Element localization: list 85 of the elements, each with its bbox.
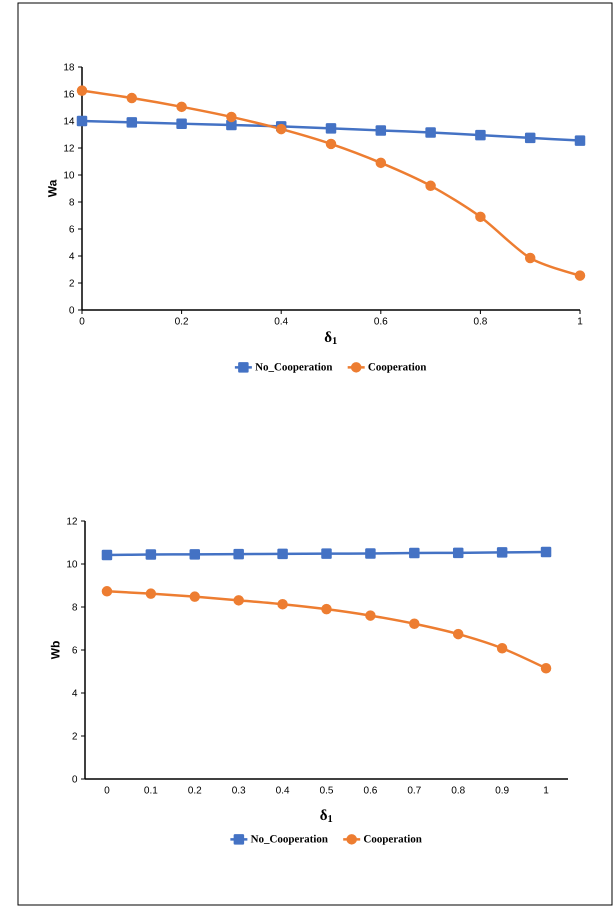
point <box>176 102 187 112</box>
point <box>365 548 376 559</box>
x-axis-title: δ$_{1}$ <box>320 809 332 822</box>
point <box>524 132 536 144</box>
point <box>321 548 332 559</box>
y-tick-label: 6 <box>69 225 74 233</box>
y-tick-label: 10 <box>67 560 78 568</box>
point <box>233 548 244 560</box>
x-tick-label: 0 <box>80 318 84 325</box>
point <box>76 116 88 126</box>
x-tick-label: 0.6 <box>374 318 388 325</box>
x-tick-label: 0.8 <box>474 318 487 325</box>
y-tick-label: 4 <box>69 252 74 260</box>
point <box>409 548 420 558</box>
point <box>496 643 508 654</box>
point <box>574 270 586 281</box>
point <box>233 595 244 606</box>
x-tick-label: 0.7 <box>408 786 421 794</box>
x-tick-label: 0.2 <box>175 318 188 325</box>
point <box>574 135 586 146</box>
y-tick-label: 8 <box>72 603 78 611</box>
x-tick-label: 0.4 <box>276 786 290 794</box>
legend-label: No_Cooperation <box>250 834 328 845</box>
point <box>425 180 436 192</box>
point <box>475 130 486 140</box>
point <box>496 547 508 558</box>
point <box>102 586 112 597</box>
point <box>475 212 486 222</box>
x-tick-label: 1 <box>544 786 548 794</box>
y-tick-label: 0 <box>72 775 78 783</box>
point <box>524 252 536 264</box>
point <box>146 588 156 599</box>
x-tick-label: 0.9 <box>496 786 509 794</box>
y-tick-label: 10 <box>64 171 74 179</box>
x-tick-label: 0.8 <box>452 786 465 794</box>
x-tick-label: 0.6 <box>364 786 377 794</box>
y-tick-label: 6 <box>72 646 78 654</box>
x-tick-label: 0.1 <box>144 786 158 794</box>
y-axis-title: Wb <box>50 641 60 660</box>
y-tick-label: 0 <box>69 306 74 314</box>
point <box>425 127 436 138</box>
point <box>321 604 332 614</box>
y-tick-label: 14 <box>64 118 74 124</box>
point <box>326 123 336 134</box>
legend-label: No_Cooperation <box>255 362 332 373</box>
point <box>540 546 552 558</box>
point <box>452 628 464 640</box>
y-tick-label: 4 <box>72 690 78 696</box>
x-tick-label: 0.4 <box>274 318 288 325</box>
y-tick-label: 2 <box>69 280 74 286</box>
point <box>76 85 88 96</box>
point <box>176 118 187 129</box>
point <box>409 618 420 630</box>
x-tick-label: 0.2 <box>188 786 202 794</box>
legend-label: Cooperation <box>368 362 426 373</box>
point <box>190 549 200 560</box>
y-tick-label: 12 <box>64 144 74 152</box>
x-tick-label: 0 <box>104 786 110 794</box>
point <box>126 92 138 104</box>
point <box>277 598 288 610</box>
point <box>540 663 552 674</box>
point <box>190 591 200 602</box>
point <box>226 112 237 122</box>
y-tick-label: 18 <box>64 63 74 71</box>
point <box>365 610 376 621</box>
x-tick-label: 0.5 <box>320 786 334 794</box>
point <box>277 548 288 560</box>
y-axis-title: Wa <box>48 180 57 198</box>
point <box>452 548 464 558</box>
point <box>326 138 336 150</box>
point <box>226 120 237 130</box>
x-axis-title: δ$_{1}$ <box>324 331 337 344</box>
y-tick-label: 16 <box>64 90 74 98</box>
x-tick-label: 0.3 <box>232 786 246 794</box>
point <box>146 549 156 560</box>
point <box>102 550 112 560</box>
point <box>376 158 386 168</box>
x-tick-label: 1 <box>578 318 582 324</box>
point <box>376 125 386 136</box>
y-tick-label: 2 <box>72 732 77 740</box>
legend-label: Cooperation <box>364 834 422 845</box>
point <box>126 117 138 128</box>
y-tick-label: 8 <box>69 198 74 206</box>
y-tick-label: 12 <box>67 518 77 524</box>
point <box>276 124 286 134</box>
